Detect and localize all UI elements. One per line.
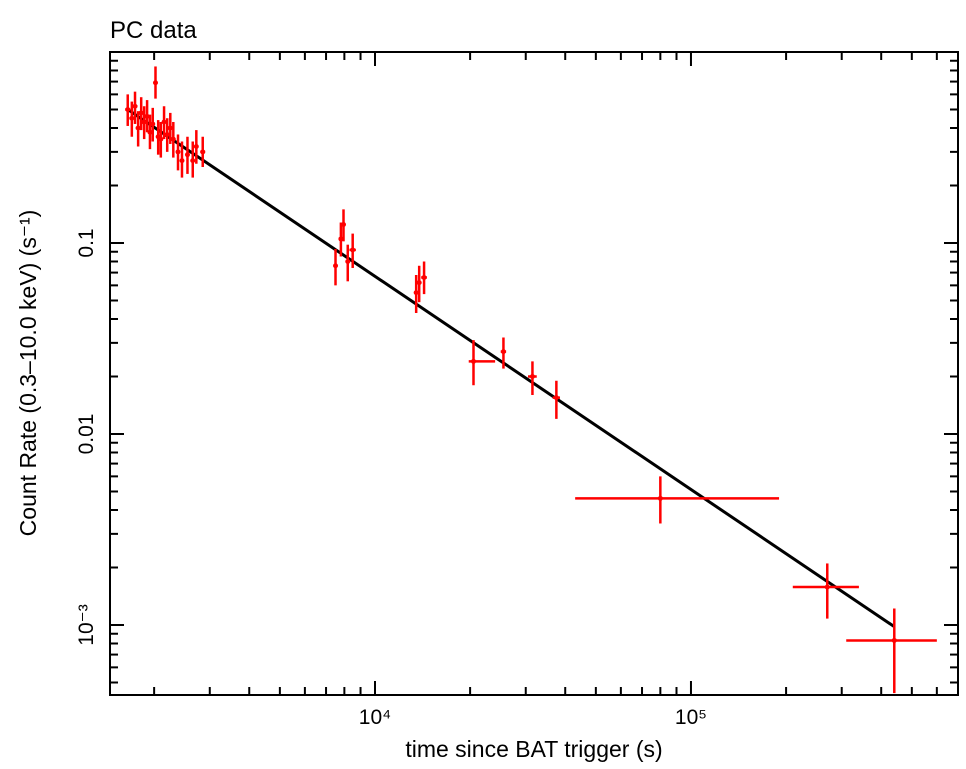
point-marker — [657, 495, 663, 501]
data-point — [170, 122, 176, 158]
y-axis-label: Count Rate (0.3–10.0 keV) (s⁻¹) — [15, 210, 41, 537]
point-marker — [125, 106, 131, 112]
data-point — [345, 244, 351, 282]
point-marker — [132, 103, 138, 109]
data-point — [164, 118, 170, 152]
data-point — [167, 112, 173, 144]
data-point — [190, 141, 196, 178]
point-marker — [416, 280, 422, 286]
data-point — [193, 130, 199, 164]
data-point — [129, 101, 135, 137]
point-marker — [200, 149, 206, 155]
point-marker — [141, 119, 147, 125]
point-marker — [179, 158, 185, 164]
point-marker — [150, 121, 156, 127]
data-point — [846, 608, 937, 694]
data-point — [575, 476, 780, 524]
data-point — [150, 107, 156, 142]
point-marker — [891, 637, 897, 643]
data-point — [421, 261, 427, 295]
data-point — [200, 136, 206, 167]
data-point — [141, 106, 147, 140]
chart-title: PC data — [110, 17, 197, 44]
data-point — [147, 114, 153, 150]
data-point — [792, 563, 859, 619]
point-marker — [129, 115, 135, 121]
point-marker — [350, 247, 356, 253]
data-point — [468, 340, 496, 386]
point-marker — [345, 259, 351, 265]
point-marker — [144, 113, 150, 119]
point-marker — [170, 136, 176, 142]
data-point — [416, 265, 422, 303]
x-tick-label: 10⁵ — [675, 706, 707, 729]
point-marker — [164, 131, 170, 137]
axis-tick-labels: 10⁴ 10⁵ 10⁻³ 0.01 0.1 — [75, 228, 707, 729]
model-line — [126, 108, 896, 628]
point-marker — [333, 263, 339, 269]
point-marker — [184, 152, 190, 158]
y-tick-label: 0.1 — [75, 228, 98, 257]
point-marker — [161, 119, 167, 125]
point-marker — [529, 373, 535, 379]
point-marker — [341, 221, 347, 227]
point-marker — [167, 125, 173, 131]
data-point — [161, 106, 167, 140]
data-point — [144, 100, 150, 133]
point-marker — [158, 136, 164, 142]
x-tick-label: 10⁴ — [359, 706, 391, 729]
point-marker — [824, 584, 830, 590]
point-marker — [147, 129, 153, 135]
point-marker — [421, 274, 427, 280]
model-fit — [126, 108, 896, 628]
x-axis-label: time since BAT trigger (s) — [405, 736, 662, 762]
point-marker — [190, 158, 196, 164]
data-point — [341, 209, 347, 242]
plot-frame — [109, 51, 959, 696]
y-tick-label: 10⁻³ — [75, 604, 98, 645]
data-point — [413, 274, 419, 314]
data-point — [338, 222, 344, 257]
data-point — [152, 66, 158, 99]
point-marker — [470, 358, 476, 364]
data-point — [158, 122, 164, 158]
axis-ticks — [110, 51, 959, 695]
data-point — [138, 97, 144, 131]
point-marker — [135, 125, 141, 131]
data-point — [135, 111, 141, 147]
point-marker — [152, 80, 158, 86]
data-point — [500, 337, 507, 369]
data-point — [552, 380, 560, 419]
data-series — [125, 66, 937, 694]
y-tick-label: 0.01 — [75, 414, 98, 455]
data-point — [125, 94, 131, 126]
data-point — [333, 249, 339, 286]
data-point — [175, 134, 181, 171]
point-marker — [138, 110, 144, 116]
data-point — [184, 136, 190, 174]
data-point — [349, 233, 356, 268]
point-marker — [553, 395, 559, 401]
point-marker — [500, 349, 506, 355]
data-point — [528, 361, 537, 396]
point-marker — [413, 290, 419, 296]
point-marker — [193, 144, 199, 150]
point-marker — [338, 236, 344, 242]
point-marker — [175, 149, 181, 155]
data-point — [179, 141, 185, 178]
data-point — [132, 91, 138, 124]
